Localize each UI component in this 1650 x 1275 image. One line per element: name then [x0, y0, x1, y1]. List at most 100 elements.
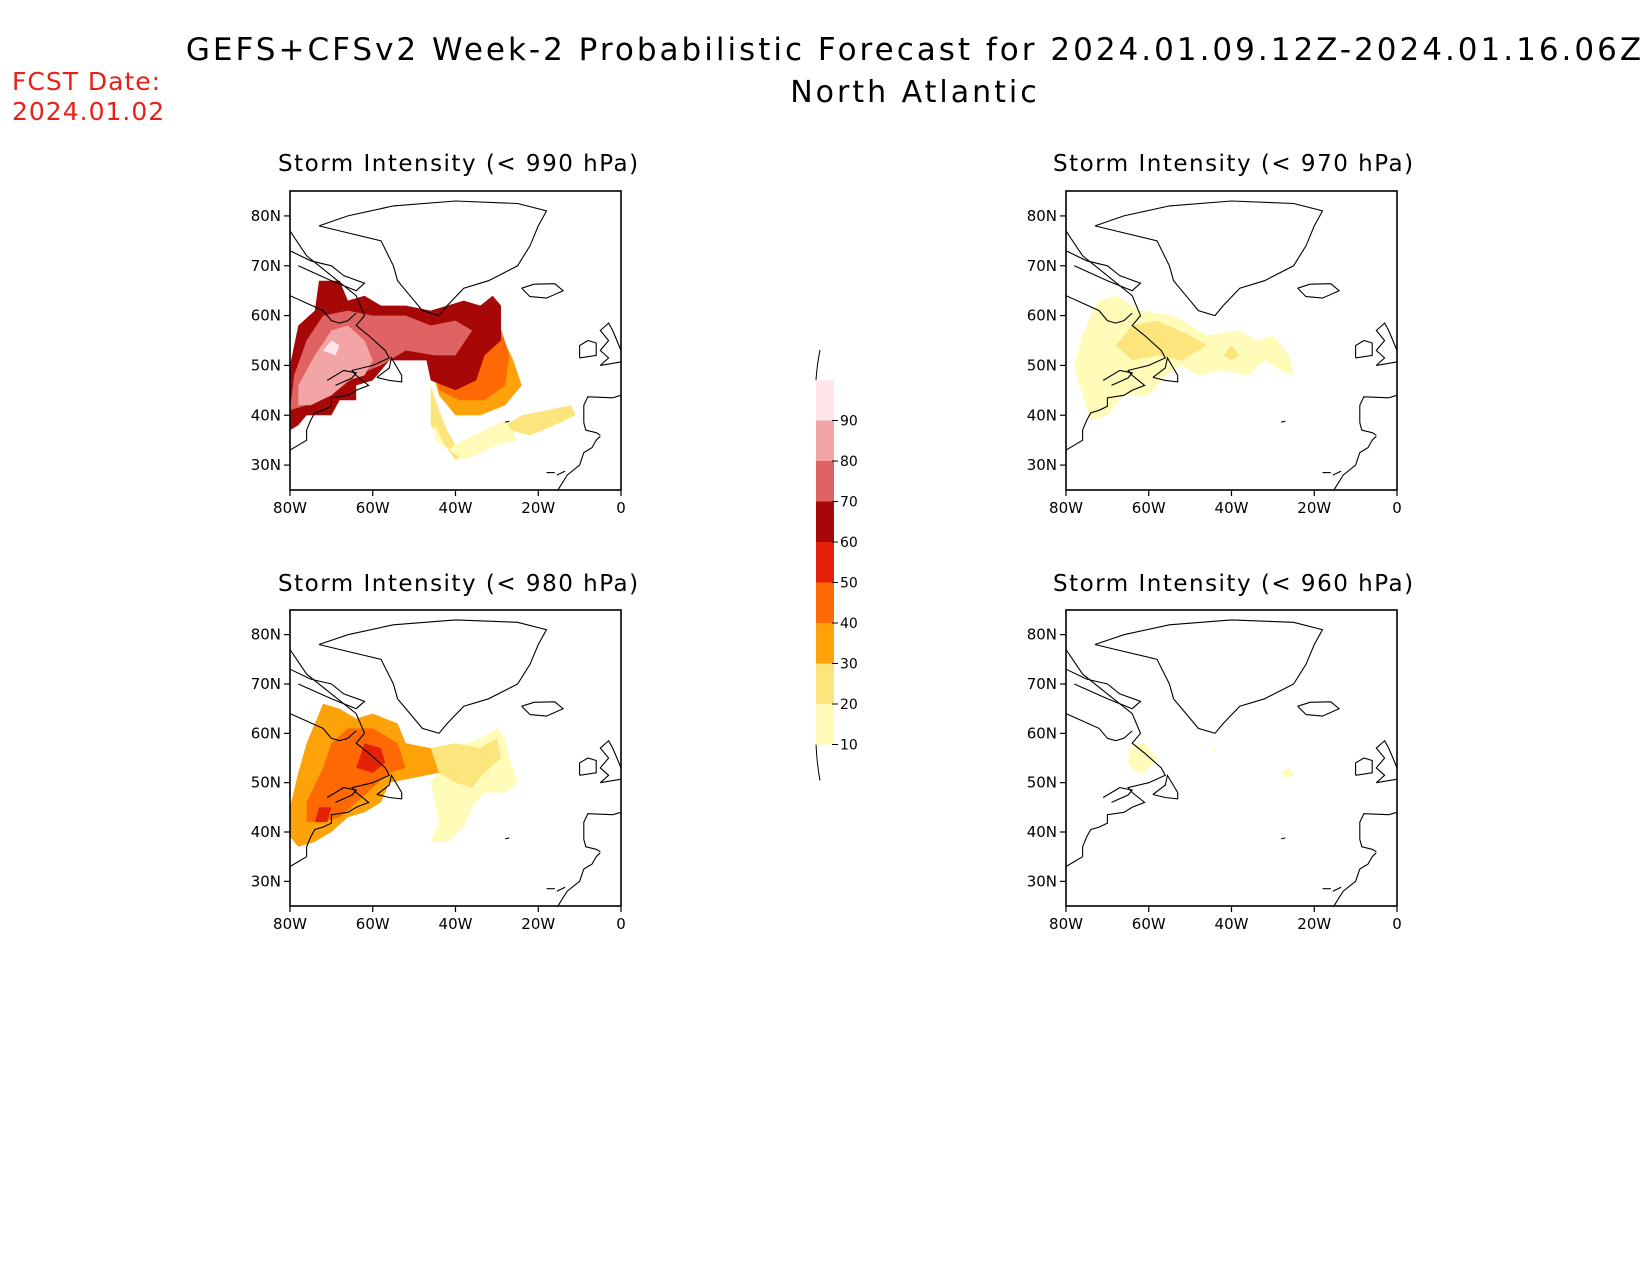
panel-title-980: Storm Intensity (< 980 hPa)	[278, 571, 640, 597]
lat-label: 50N	[1027, 774, 1057, 792]
probability-area	[1281, 767, 1294, 778]
coastline	[1375, 322, 1397, 366]
forecast-date-label: FCST Date:	[12, 67, 162, 96]
lat-label: 70N	[1027, 257, 1057, 275]
lat-label: 30N	[251, 456, 281, 474]
coastline	[579, 757, 597, 776]
lon-label: 40W	[439, 499, 473, 517]
coastline	[521, 283, 565, 299]
lat-label: 40N	[1027, 823, 1057, 841]
lon-label: 80W	[1049, 499, 1083, 517]
lon-label: 20W	[1297, 915, 1331, 933]
coastline	[1066, 230, 1167, 451]
map-panel-980: 80W 60W 40W 20W 0 80N 70N 60N 50N 40N 30N	[251, 609, 626, 933]
lon-label: 40W	[1215, 499, 1249, 517]
probability-area	[298, 325, 373, 406]
coastline	[290, 295, 357, 324]
lat-label: 80N	[251, 207, 281, 225]
colorbar-swatch	[816, 420, 834, 461]
coastline	[376, 773, 403, 800]
colorbar-swatch	[816, 663, 834, 704]
lat-label: 60N	[1027, 307, 1057, 325]
colorbar-swatch	[816, 542, 834, 583]
probability-area	[323, 340, 340, 356]
coastline	[599, 739, 621, 784]
colorbar-label: 80	[840, 454, 858, 470]
coastline	[1094, 619, 1324, 734]
lon-label: 20W	[1297, 499, 1331, 517]
lon-label: 80W	[1049, 915, 1083, 933]
map-panel-970: 80W 60W 40W 20W 0 80N 70N 60N 50N 40N 30N	[1027, 190, 1402, 517]
probability-area	[1128, 743, 1157, 773]
lon-label: 80W	[273, 499, 307, 517]
colorbar-label: 40	[840, 616, 858, 632]
lat-label: 40N	[251, 823, 281, 841]
lon-label: 0	[1392, 915, 1402, 933]
lon-label: 60W	[356, 499, 390, 517]
coastline	[1066, 713, 1133, 742]
coastline	[1281, 837, 1286, 840]
colorbar-label: 70	[840, 495, 858, 511]
coastline	[1102, 369, 1134, 386]
region-subtitle: North Atlantic	[790, 75, 1040, 110]
coastline	[1359, 394, 1397, 436]
coastline	[318, 619, 548, 734]
probability-area	[434, 420, 518, 461]
colorbar-cap	[815, 744, 821, 781]
colorbar-cap	[815, 349, 821, 381]
probability-colorbar: 10 20 30 40 50 60 70 80 90	[815, 349, 858, 781]
lat-label: 80N	[251, 626, 281, 644]
lat-label: 50N	[1027, 356, 1057, 374]
main-title: GEFS+CFSv2 Week-2 Probabilistic Forecast…	[185, 32, 1645, 68]
coastline	[1333, 435, 1377, 490]
colorbar-label: 30	[840, 657, 858, 673]
lon-label: 20W	[521, 499, 555, 517]
coastline	[376, 356, 403, 383]
colorbar-swatch	[816, 582, 834, 623]
coastline	[1152, 773, 1179, 800]
lat-label: 40N	[1027, 406, 1057, 424]
coastline	[521, 701, 565, 717]
coastline	[290, 250, 366, 292]
coastline	[1332, 470, 1342, 476]
coastline	[1152, 356, 1179, 383]
map-panel-960: 80W 60W 40W 20W 0 80N 70N 60N 50N 40N 30N	[1027, 609, 1402, 933]
coastline	[599, 322, 621, 366]
colorbar-label: 20	[840, 697, 858, 713]
lon-label: 0	[1392, 499, 1402, 517]
lon-label: 40W	[1215, 915, 1249, 933]
coastline	[1066, 250, 1142, 292]
coastline	[1355, 757, 1373, 776]
lon-label: 60W	[1132, 499, 1166, 517]
coastline	[583, 394, 621, 436]
forecast-date-value: 2024.01.02	[12, 97, 166, 126]
lat-label: 30N	[1027, 456, 1057, 474]
probability-area	[1223, 345, 1240, 361]
lon-label: 60W	[1132, 915, 1166, 933]
colorbar-label: 50	[840, 576, 858, 592]
coastline	[583, 811, 621, 853]
coastline	[557, 435, 601, 490]
colorbar-swatch	[816, 461, 834, 502]
coastline	[1066, 649, 1167, 867]
coastline	[1332, 886, 1342, 892]
lat-label: 60N	[1027, 724, 1057, 742]
colorbar-label: 60	[840, 535, 858, 551]
coastline	[290, 230, 391, 451]
lat-label: 80N	[1027, 626, 1057, 644]
coastline	[579, 339, 597, 359]
lat-label: 70N	[251, 257, 281, 275]
panel-title-960: Storm Intensity (< 960 hPa)	[1053, 571, 1415, 597]
probability-area	[1210, 748, 1217, 751]
coastline	[1375, 739, 1397, 784]
lon-label: 20W	[521, 915, 555, 933]
coastline	[290, 649, 391, 867]
probability-area	[356, 743, 386, 773]
coastline	[326, 787, 358, 803]
lat-label: 70N	[1027, 675, 1057, 693]
lat-label: 30N	[1027, 872, 1057, 890]
lon-label: 0	[616, 499, 626, 517]
coastline	[1297, 283, 1341, 299]
lat-label: 60N	[251, 307, 281, 325]
coastline	[557, 852, 601, 906]
